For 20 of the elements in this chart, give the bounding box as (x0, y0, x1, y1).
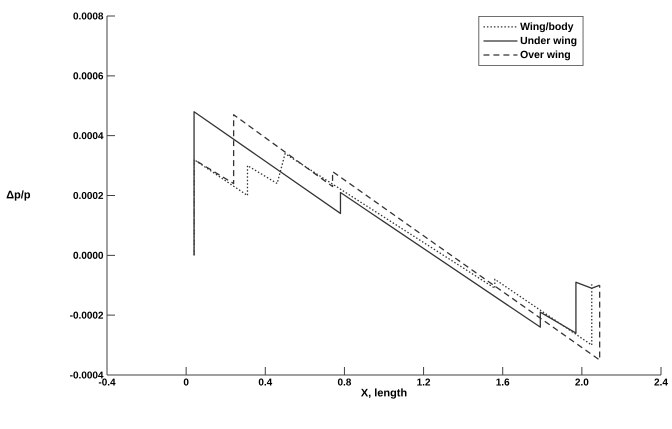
y-tick-label: 0.0000 (73, 252, 104, 259)
x-tick-label: 0.8 (338, 378, 352, 386)
y-tick-label: 0.0006 (73, 72, 104, 80)
y-tick-label: 0.0008 (73, 12, 104, 20)
x-tick-label: 0.4 (258, 378, 272, 386)
x-axis-title: X, length (360, 388, 406, 399)
x-tick-label: 0 (184, 378, 189, 386)
x-tick-label: 1.6 (496, 378, 510, 386)
y-tick-label: 0.0002 (73, 192, 104, 200)
y-tick-label: -0.0004 (70, 371, 104, 379)
y-tick-label: -0.0002 (70, 312, 104, 319)
legend-label: Under wing (520, 36, 576, 46)
legend-label: Wing/body (520, 22, 574, 32)
x-tick-label: 2.4 (654, 378, 668, 386)
y-tick-label: 0.0004 (73, 132, 104, 140)
x-tick-label: 1.2 (417, 378, 430, 386)
y-axis-title: Δp/p (6, 190, 30, 201)
x-tick-label: 2.0 (575, 378, 588, 386)
x-tick-label: -0.4 (98, 378, 116, 386)
legend-label: Over wing (520, 50, 570, 60)
